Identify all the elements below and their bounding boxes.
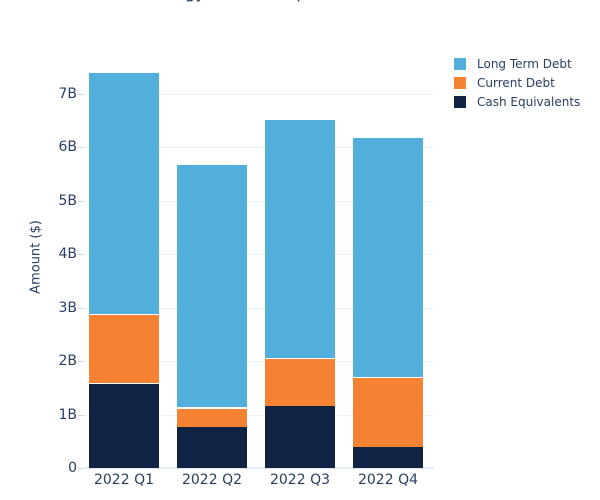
legend-label-current-debt: Current Debt [477, 76, 555, 90]
bar-2022-q2-cash-equivalents[interactable] [177, 426, 247, 468]
y-tick-mark-4b [78, 254, 84, 255]
bar-2022-q3-current-debt[interactable] [265, 358, 335, 406]
bar-2022-q1-long-term-debt[interactable] [89, 71, 159, 314]
y-tick-label-7b: 7B [58, 85, 77, 102]
y-tick-label-6b: 6B [58, 139, 77, 155]
bar-2022-q4-current-debt[interactable] [353, 377, 423, 448]
y-tick-label-5b: 5B [58, 192, 77, 209]
gridline-2b [85, 361, 434, 362]
y-tick-mark-2b [78, 361, 84, 362]
x-tick-label-2022-q3: 2022 Q3 [269, 472, 330, 488]
y-tick-mark-3b [78, 307, 84, 309]
y-tick-label-0: 0 [68, 460, 77, 476]
y-tick-mark-0 [78, 468, 84, 469]
gridline-5b [85, 200, 434, 202]
y-tick-label-1b: 1B [58, 406, 77, 423]
gridline-6b [85, 147, 434, 148]
chart-title: NRG Energy Debt Composition [103, 0, 364, 3]
legend-label-long-term-debt: Long Term Debt [477, 57, 572, 71]
bar-2022-q4-cash-equivalents[interactable] [353, 447, 423, 468]
bar-2022-q3-cash-equivalents[interactable] [265, 405, 335, 468]
gridline-1b [85, 414, 434, 416]
bar-2022-q2-long-term-debt[interactable] [177, 164, 247, 408]
x-tick-label-2022-q2: 2022 Q2 [181, 472, 242, 488]
bar-2022-q4-long-term-debt[interactable] [353, 137, 423, 378]
bar-2022-q1-cash-equivalents[interactable] [89, 383, 159, 468]
gridline-4b [85, 254, 434, 255]
zero-line [85, 467, 434, 469]
bar-2022-q2-current-debt[interactable] [177, 407, 247, 427]
legend-swatch-current-debt [454, 77, 466, 89]
y-tick-label-3b: 3B [58, 299, 77, 316]
gridline-3b [85, 307, 434, 309]
y-tick-mark-7b [78, 93, 84, 95]
legend-label-cash-equivalents: Cash Equivalents [477, 95, 581, 109]
legend-swatch-cash-equivalents [454, 96, 466, 108]
y-tick-label-4b: 4B [58, 246, 77, 262]
y-tick-mark-1b [78, 414, 84, 416]
gridline-7b [85, 93, 434, 95]
bar-2022-q1-current-debt[interactable] [89, 313, 159, 384]
legend-swatch-long-term-debt [454, 58, 466, 70]
bar-2022-q3-long-term-debt[interactable] [265, 118, 335, 359]
x-tick-label-2022-q1: 2022 Q1 [93, 472, 154, 488]
x-tick-label-2022-q4: 2022 Q4 [357, 472, 418, 488]
y-tick-mark-6b [78, 147, 84, 148]
y-tick-mark-5b [78, 200, 84, 202]
y-tick-label-2b: 2B [58, 353, 77, 369]
